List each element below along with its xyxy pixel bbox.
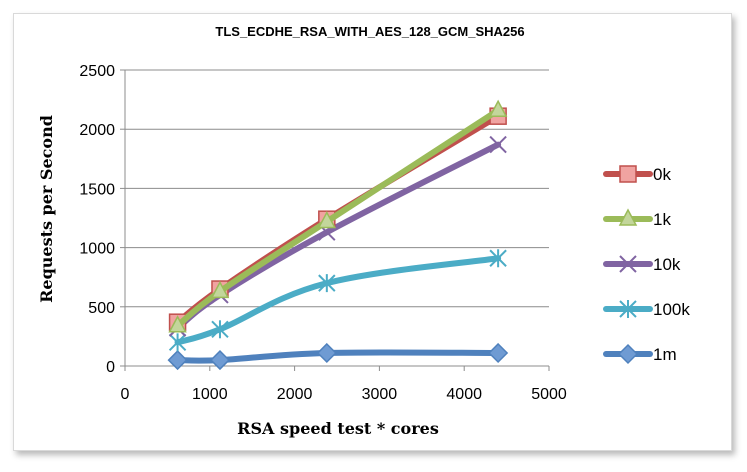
x-tick-label: 4000 xyxy=(446,386,482,403)
series-100k xyxy=(168,249,507,352)
data-point-10k xyxy=(489,135,507,154)
marker-diamond xyxy=(167,350,188,371)
legend: 0k 1k 10k 100k 1m xyxy=(603,165,690,365)
data-point-1k xyxy=(168,315,187,333)
x-tick-label: 3000 xyxy=(362,386,398,403)
legend-item-0k: 0k xyxy=(603,165,671,184)
gridlines xyxy=(125,69,549,308)
y-axis-title: Requests per Second xyxy=(37,115,56,303)
legend-label: 100k xyxy=(653,300,690,319)
data-point-1m xyxy=(209,350,231,371)
marker-triangle xyxy=(210,280,230,299)
legend-label: 1k xyxy=(653,210,671,229)
series-10k xyxy=(168,135,507,337)
series-layer xyxy=(167,99,509,371)
marker-square xyxy=(619,165,637,183)
marker-diamond xyxy=(316,342,337,364)
marker-triangle xyxy=(488,99,508,118)
series-1m xyxy=(167,342,509,371)
data-point-100k xyxy=(168,333,187,352)
legend-item-100k: 100k xyxy=(603,300,690,319)
data-point-1k xyxy=(317,210,337,229)
marker-diamond xyxy=(209,350,231,371)
legend-item-10k: 10k xyxy=(603,255,681,274)
axes xyxy=(120,69,550,371)
x-axis-title: RSA speed test * cores xyxy=(237,419,439,438)
legend-marker xyxy=(618,208,638,226)
data-point-1k xyxy=(488,99,508,118)
series-line-1m xyxy=(174,349,502,364)
marker-triangle xyxy=(168,315,187,333)
y-tick-label: 2500 xyxy=(79,63,115,80)
chart-title: TLS_ECDHE_RSA_WITH_AES_128_GCM_SHA256 xyxy=(215,24,524,39)
series-line-1k xyxy=(174,107,502,329)
legend-label: 0k xyxy=(653,165,671,184)
series-1k xyxy=(168,99,508,333)
y-tick-label: 1000 xyxy=(79,241,115,258)
data-point-1m xyxy=(167,350,188,371)
chart-frame: TLS_ECDHE_RSA_WITH_AES_128_GCM_SHA256 0 5… xyxy=(13,13,732,451)
y-tick-label: 1500 xyxy=(79,181,115,198)
data-point-100k xyxy=(318,274,336,293)
x-tick-label: 2000 xyxy=(277,386,313,403)
line-chart: TLS_ECDHE_RSA_WITH_AES_128_GCM_SHA256 0 5… xyxy=(37,24,690,438)
legend-marker xyxy=(619,165,637,183)
marker-triangle xyxy=(618,208,638,226)
tick-labels: 0 500 1000 1500 2000 2500 0 1000 2000 3000 4000 500… xyxy=(79,63,566,403)
y-tick-label: 0 xyxy=(106,359,115,376)
y-tick-label: 500 xyxy=(88,300,115,317)
marker-triangle xyxy=(317,210,337,229)
data-point-1k xyxy=(210,280,230,299)
legend-marker xyxy=(619,255,637,273)
x-tick-label: 0 xyxy=(121,386,130,403)
legend-label: 1m xyxy=(653,345,677,364)
marker-diamond xyxy=(488,342,509,364)
data-point-100k xyxy=(211,320,229,339)
legend-item-1m: 1m xyxy=(603,343,677,365)
data-point-100k xyxy=(489,249,507,268)
x-tick-label: 5000 xyxy=(531,386,567,403)
marker-x-stroke xyxy=(489,135,507,154)
marker-diamond xyxy=(617,343,639,365)
y-tick-label: 2000 xyxy=(79,122,115,139)
data-point-1m xyxy=(316,342,337,364)
legend-label: 10k xyxy=(653,255,681,274)
legend-item-1k: 1k xyxy=(603,208,671,229)
legend-marker xyxy=(619,300,637,318)
x-tick-label: 1000 xyxy=(192,386,228,403)
marker-x-stroke xyxy=(619,255,637,273)
legend-marker xyxy=(617,343,639,365)
data-point-1m xyxy=(488,342,509,364)
series-line-100k xyxy=(174,255,502,346)
